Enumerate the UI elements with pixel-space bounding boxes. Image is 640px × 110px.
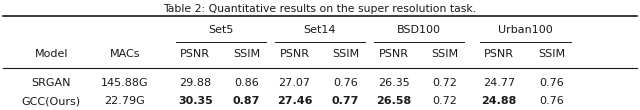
- Text: 0.72: 0.72: [433, 96, 457, 106]
- Text: 22.79G: 22.79G: [104, 96, 145, 106]
- Text: Model: Model: [35, 49, 68, 59]
- Text: 24.88: 24.88: [481, 96, 517, 106]
- Text: PSNR: PSNR: [379, 49, 408, 59]
- Text: 0.76: 0.76: [540, 96, 564, 106]
- Text: SSIM: SSIM: [233, 49, 260, 59]
- Text: PSNR: PSNR: [280, 49, 309, 59]
- Text: SSIM: SSIM: [431, 49, 458, 59]
- Text: 29.88: 29.88: [179, 78, 211, 87]
- Text: 0.87: 0.87: [233, 96, 260, 106]
- Text: BSD100: BSD100: [397, 25, 441, 35]
- Text: 27.46: 27.46: [276, 96, 312, 106]
- Text: 24.77: 24.77: [483, 78, 515, 87]
- Text: MACs: MACs: [109, 49, 140, 59]
- Text: Table 2: Quantitative results on the super resolution task.: Table 2: Quantitative results on the sup…: [163, 4, 477, 14]
- Text: SRGAN: SRGAN: [31, 78, 71, 87]
- Text: 26.35: 26.35: [378, 78, 410, 87]
- Text: 0.77: 0.77: [332, 96, 359, 106]
- Text: PSNR: PSNR: [484, 49, 514, 59]
- Text: 145.88G: 145.88G: [101, 78, 148, 87]
- Text: 0.86: 0.86: [234, 78, 259, 87]
- Text: Urban100: Urban100: [498, 25, 553, 35]
- Text: SSIM: SSIM: [538, 49, 565, 59]
- Text: Set14: Set14: [304, 25, 336, 35]
- Text: 26.58: 26.58: [376, 96, 412, 106]
- Text: 0.76: 0.76: [333, 78, 358, 87]
- Text: GCC(Ours): GCC(Ours): [22, 96, 81, 106]
- Text: SSIM: SSIM: [332, 49, 359, 59]
- Text: PSNR: PSNR: [180, 49, 210, 59]
- Text: 30.35: 30.35: [178, 96, 212, 106]
- Text: 0.76: 0.76: [540, 78, 564, 87]
- Text: Set5: Set5: [208, 25, 234, 35]
- Text: 27.07: 27.07: [278, 78, 310, 87]
- Text: 0.72: 0.72: [433, 78, 457, 87]
